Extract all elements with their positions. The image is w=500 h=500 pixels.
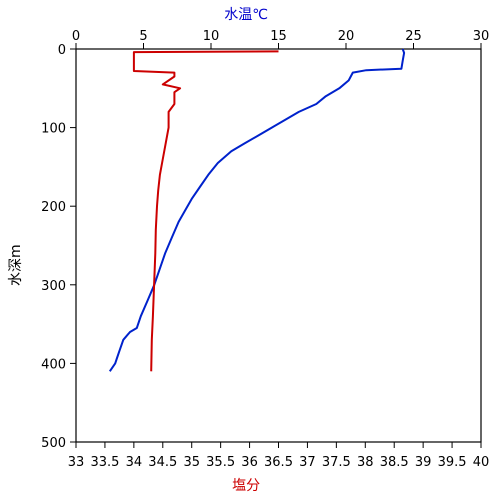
y-tick-label: 100	[41, 122, 66, 137]
bottom-tick-label: 33	[68, 455, 85, 470]
top-tick-label: 30	[473, 29, 490, 44]
top-tick-label: 0	[72, 29, 80, 44]
bottom-tick-label: 39.5	[438, 455, 467, 470]
bottom-tick-label: 35.5	[206, 455, 235, 470]
bottom-tick-label: 39	[415, 455, 432, 470]
top-tick-label: 15	[270, 29, 287, 44]
bottom-tick-label: 40	[473, 455, 490, 470]
top-tick-label: 25	[405, 29, 422, 44]
bottom-tick-label: 37	[299, 455, 316, 470]
bottom-axis-title: 塩分	[232, 478, 260, 494]
y-axis-title: 水深m	[8, 244, 24, 286]
y-tick-label: 500	[41, 436, 66, 451]
series-layer	[108, 48, 406, 372]
bottom-tick-label: 36.5	[264, 455, 293, 470]
plot-area	[75, 48, 482, 443]
bottom-tick-label: 34.5	[148, 455, 177, 470]
bottom-tick-label: 37.5	[322, 455, 351, 470]
top-tick-label: 5	[139, 29, 147, 44]
top-tick-label: 20	[338, 29, 355, 44]
y-axis-ticks: 0 100 200 300 400 500	[41, 43, 76, 451]
bottom-tick-label: 33.5	[90, 455, 119, 470]
top-tick-label: 10	[203, 29, 220, 44]
bottom-tick-label: 35	[183, 455, 200, 470]
y-tick-label: 200	[41, 200, 66, 215]
bottom-axis-ticks: 33 33.5 34 34.5 35 35.5 36 36.5 37 37.5 38 38.5 39 39…	[68, 442, 490, 470]
y-tick-label: 400	[41, 357, 66, 372]
top-axis-ticks: 0 5 10 15 20 25 30	[72, 29, 489, 49]
salinity-series-line	[132, 50, 279, 372]
bottom-tick-label: 38	[357, 455, 374, 470]
bottom-tick-label: 36	[241, 455, 258, 470]
y-tick-label: 0	[58, 43, 66, 58]
temperature-series-line	[108, 48, 406, 372]
bottom-tick-label: 38.5	[380, 455, 409, 470]
top-axis-title: 水温℃	[224, 7, 268, 23]
y-tick-label: 300	[41, 279, 66, 294]
bottom-tick-label: 34	[126, 455, 143, 470]
